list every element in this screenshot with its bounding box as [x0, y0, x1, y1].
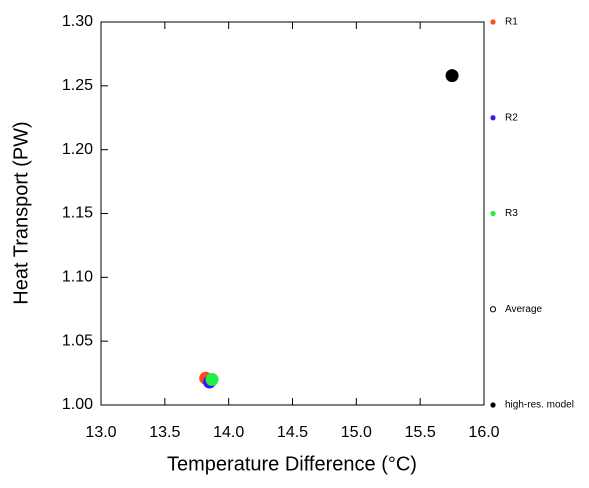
- x-tick-label: 13.5: [149, 424, 180, 441]
- legend-marker: [490, 402, 496, 408]
- point: [445, 69, 459, 83]
- x-tick-label: 15.5: [405, 424, 436, 441]
- point: [205, 372, 219, 386]
- legend-label: R1: [505, 17, 518, 28]
- legend-label: Average: [505, 304, 543, 315]
- legend-marker: [490, 115, 496, 121]
- y-tick-label: 1.15: [62, 205, 93, 222]
- legend-marker: [489, 306, 497, 313]
- y-tick-label: 1.00: [62, 396, 93, 413]
- y-tick-label: 1.25: [62, 77, 93, 94]
- y-axis-title: Heat Transport (PW): [10, 121, 32, 304]
- y-tick-label: 1.05: [62, 332, 93, 349]
- x-tick-label: 14.0: [213, 424, 244, 441]
- legend-label: R2: [505, 112, 518, 123]
- legend-marker: [490, 210, 496, 217]
- y-tick-label: 1.20: [62, 141, 93, 158]
- legend-label: R3: [505, 208, 518, 219]
- x-tick-label: 13.0: [85, 424, 116, 441]
- x-tick-label: 16.0: [468, 424, 499, 441]
- legend-label: high-res. model: [505, 400, 574, 411]
- y-tick-label: 1.10: [62, 269, 93, 286]
- x-tick-label: 15.0: [341, 424, 372, 441]
- x-axis-title: Temperature Difference (°C): [167, 453, 417, 475]
- plot-frame: [100, 21, 485, 406]
- legend-marker: [490, 19, 496, 25]
- x-tick-label: 14.5: [277, 424, 308, 441]
- y-tick-label: 1.30: [62, 13, 93, 30]
